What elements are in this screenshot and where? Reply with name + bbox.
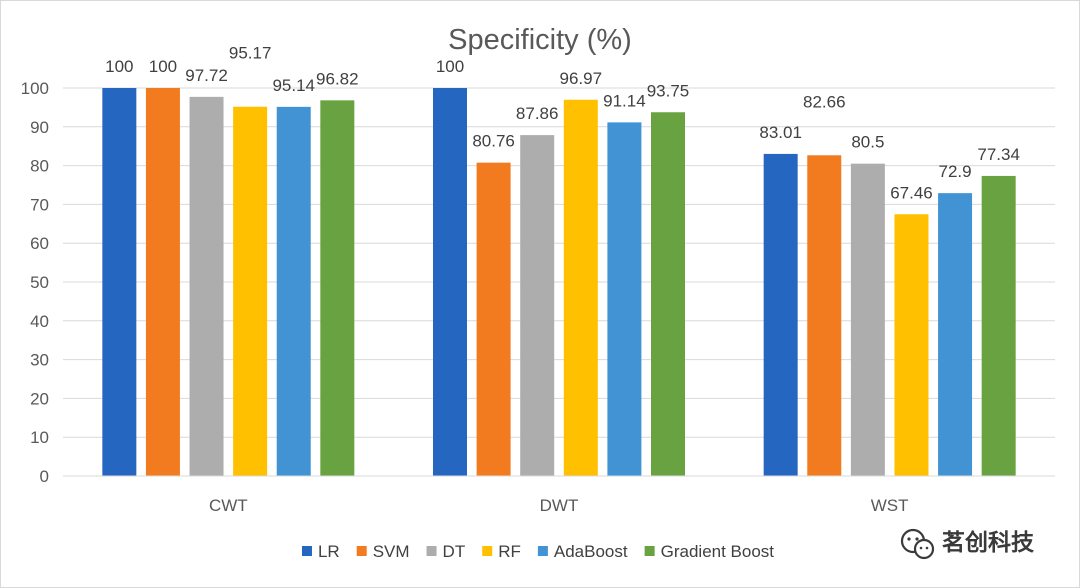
bar-cwt-adaboost (276, 106, 311, 476)
watermark-text: 茗创科技 (942, 530, 1035, 556)
data-label: 96.82 (316, 69, 359, 88)
gridlines (63, 87, 1055, 438)
legend-swatch (482, 546, 493, 556)
bar-dwt-gradient-boost (651, 112, 685, 476)
data-label: 95.14 (272, 76, 315, 95)
legend-label: LR (318, 542, 340, 561)
legend-swatch (537, 546, 548, 556)
data-label: 80.76 (472, 132, 515, 151)
bar-wst-rf (894, 214, 929, 477)
y-tick-label: 10 (30, 428, 49, 447)
legend-label: RF (498, 542, 521, 561)
legend-label: AdaBoost (554, 542, 628, 561)
legend-item-gradient-boost: Gradient Boost (644, 542, 775, 561)
x-tick-label: DWT (540, 496, 579, 515)
legend-label: SVM (373, 542, 410, 561)
bar-cwt-dt (189, 96, 224, 476)
watermark: 茗创科技 (900, 528, 1035, 560)
bar-dwt-svm (476, 162, 511, 477)
bar-wst-lr (763, 153, 798, 476)
bar-wst-adaboost (938, 193, 973, 476)
bar-cwt-lr (102, 88, 137, 476)
y-tick-label: 100 (21, 79, 49, 98)
data-label: 67.46 (890, 183, 933, 202)
legend-item-lr: LR (301, 542, 340, 561)
data-label: 77.34 (977, 145, 1020, 164)
data-label: 83.01 (759, 123, 802, 142)
y-tick-label: 80 (30, 157, 49, 176)
bars (102, 88, 1016, 477)
bar-dwt-lr (433, 88, 467, 476)
bar-cwt-svm (145, 88, 180, 476)
data-label: 100 (105, 57, 133, 76)
legend-swatch (356, 546, 367, 556)
data-label: 100 (149, 57, 177, 76)
data-label: 91.14 (603, 91, 646, 110)
y-axis-ticks: 0 10 20 30 40 50 60 70 80 90 100 (21, 79, 49, 486)
data-label: 87.86 (516, 104, 559, 123)
bar-dwt-dt (520, 135, 555, 476)
y-tick-label: 30 (30, 351, 49, 370)
data-label: 100 (436, 57, 464, 76)
data-label: 72.9 (939, 162, 972, 181)
data-label: 95.17 (229, 44, 272, 63)
legend-label: Gradient Boost (661, 542, 775, 561)
bar-cwt-gradient-boost (320, 100, 355, 476)
legend-item-dt: DT (426, 542, 466, 561)
y-tick-label: 40 (30, 312, 49, 331)
legend-label: DT (443, 542, 466, 561)
y-tick-label: 70 (30, 195, 49, 214)
legend-item-rf: RF (482, 542, 521, 561)
y-tick-label: 20 (30, 389, 49, 408)
bar-wst-gradient-boost (981, 175, 1016, 476)
bar-dwt-rf (563, 99, 598, 476)
bar-wst-dt (850, 163, 885, 476)
data-label: 82.66 (803, 92, 846, 111)
bar-dwt-adaboost (607, 122, 642, 476)
legend-item-adaboost: AdaBoost (537, 542, 628, 561)
y-tick-label: 90 (30, 118, 49, 137)
legend: LR SVM DT RF AdaBoost Gradient Boost (301, 542, 775, 561)
x-tick-label: CWT (209, 496, 248, 515)
legend-swatch (426, 546, 437, 556)
wechat-icon (900, 528, 935, 560)
y-tick-label: 50 (30, 273, 49, 292)
legend-item-svm: SVM (356, 542, 410, 561)
y-tick-label: 0 (40, 467, 49, 486)
chart-title: Specificity (%) (448, 24, 632, 56)
bar-wst-svm (807, 155, 842, 476)
data-label: 80.5 (851, 133, 884, 152)
y-tick-label: 60 (30, 234, 49, 253)
data-label: 96.97 (560, 69, 603, 88)
x-tick-label: WST (871, 496, 909, 515)
legend-swatch (301, 546, 312, 556)
bar-cwt-rf (233, 106, 268, 476)
data-label: 97.72 (185, 66, 228, 85)
x-axis-ticks: CWT DWT WST (209, 496, 909, 515)
data-label: 93.75 (647, 81, 690, 100)
legend-swatch (644, 546, 655, 556)
